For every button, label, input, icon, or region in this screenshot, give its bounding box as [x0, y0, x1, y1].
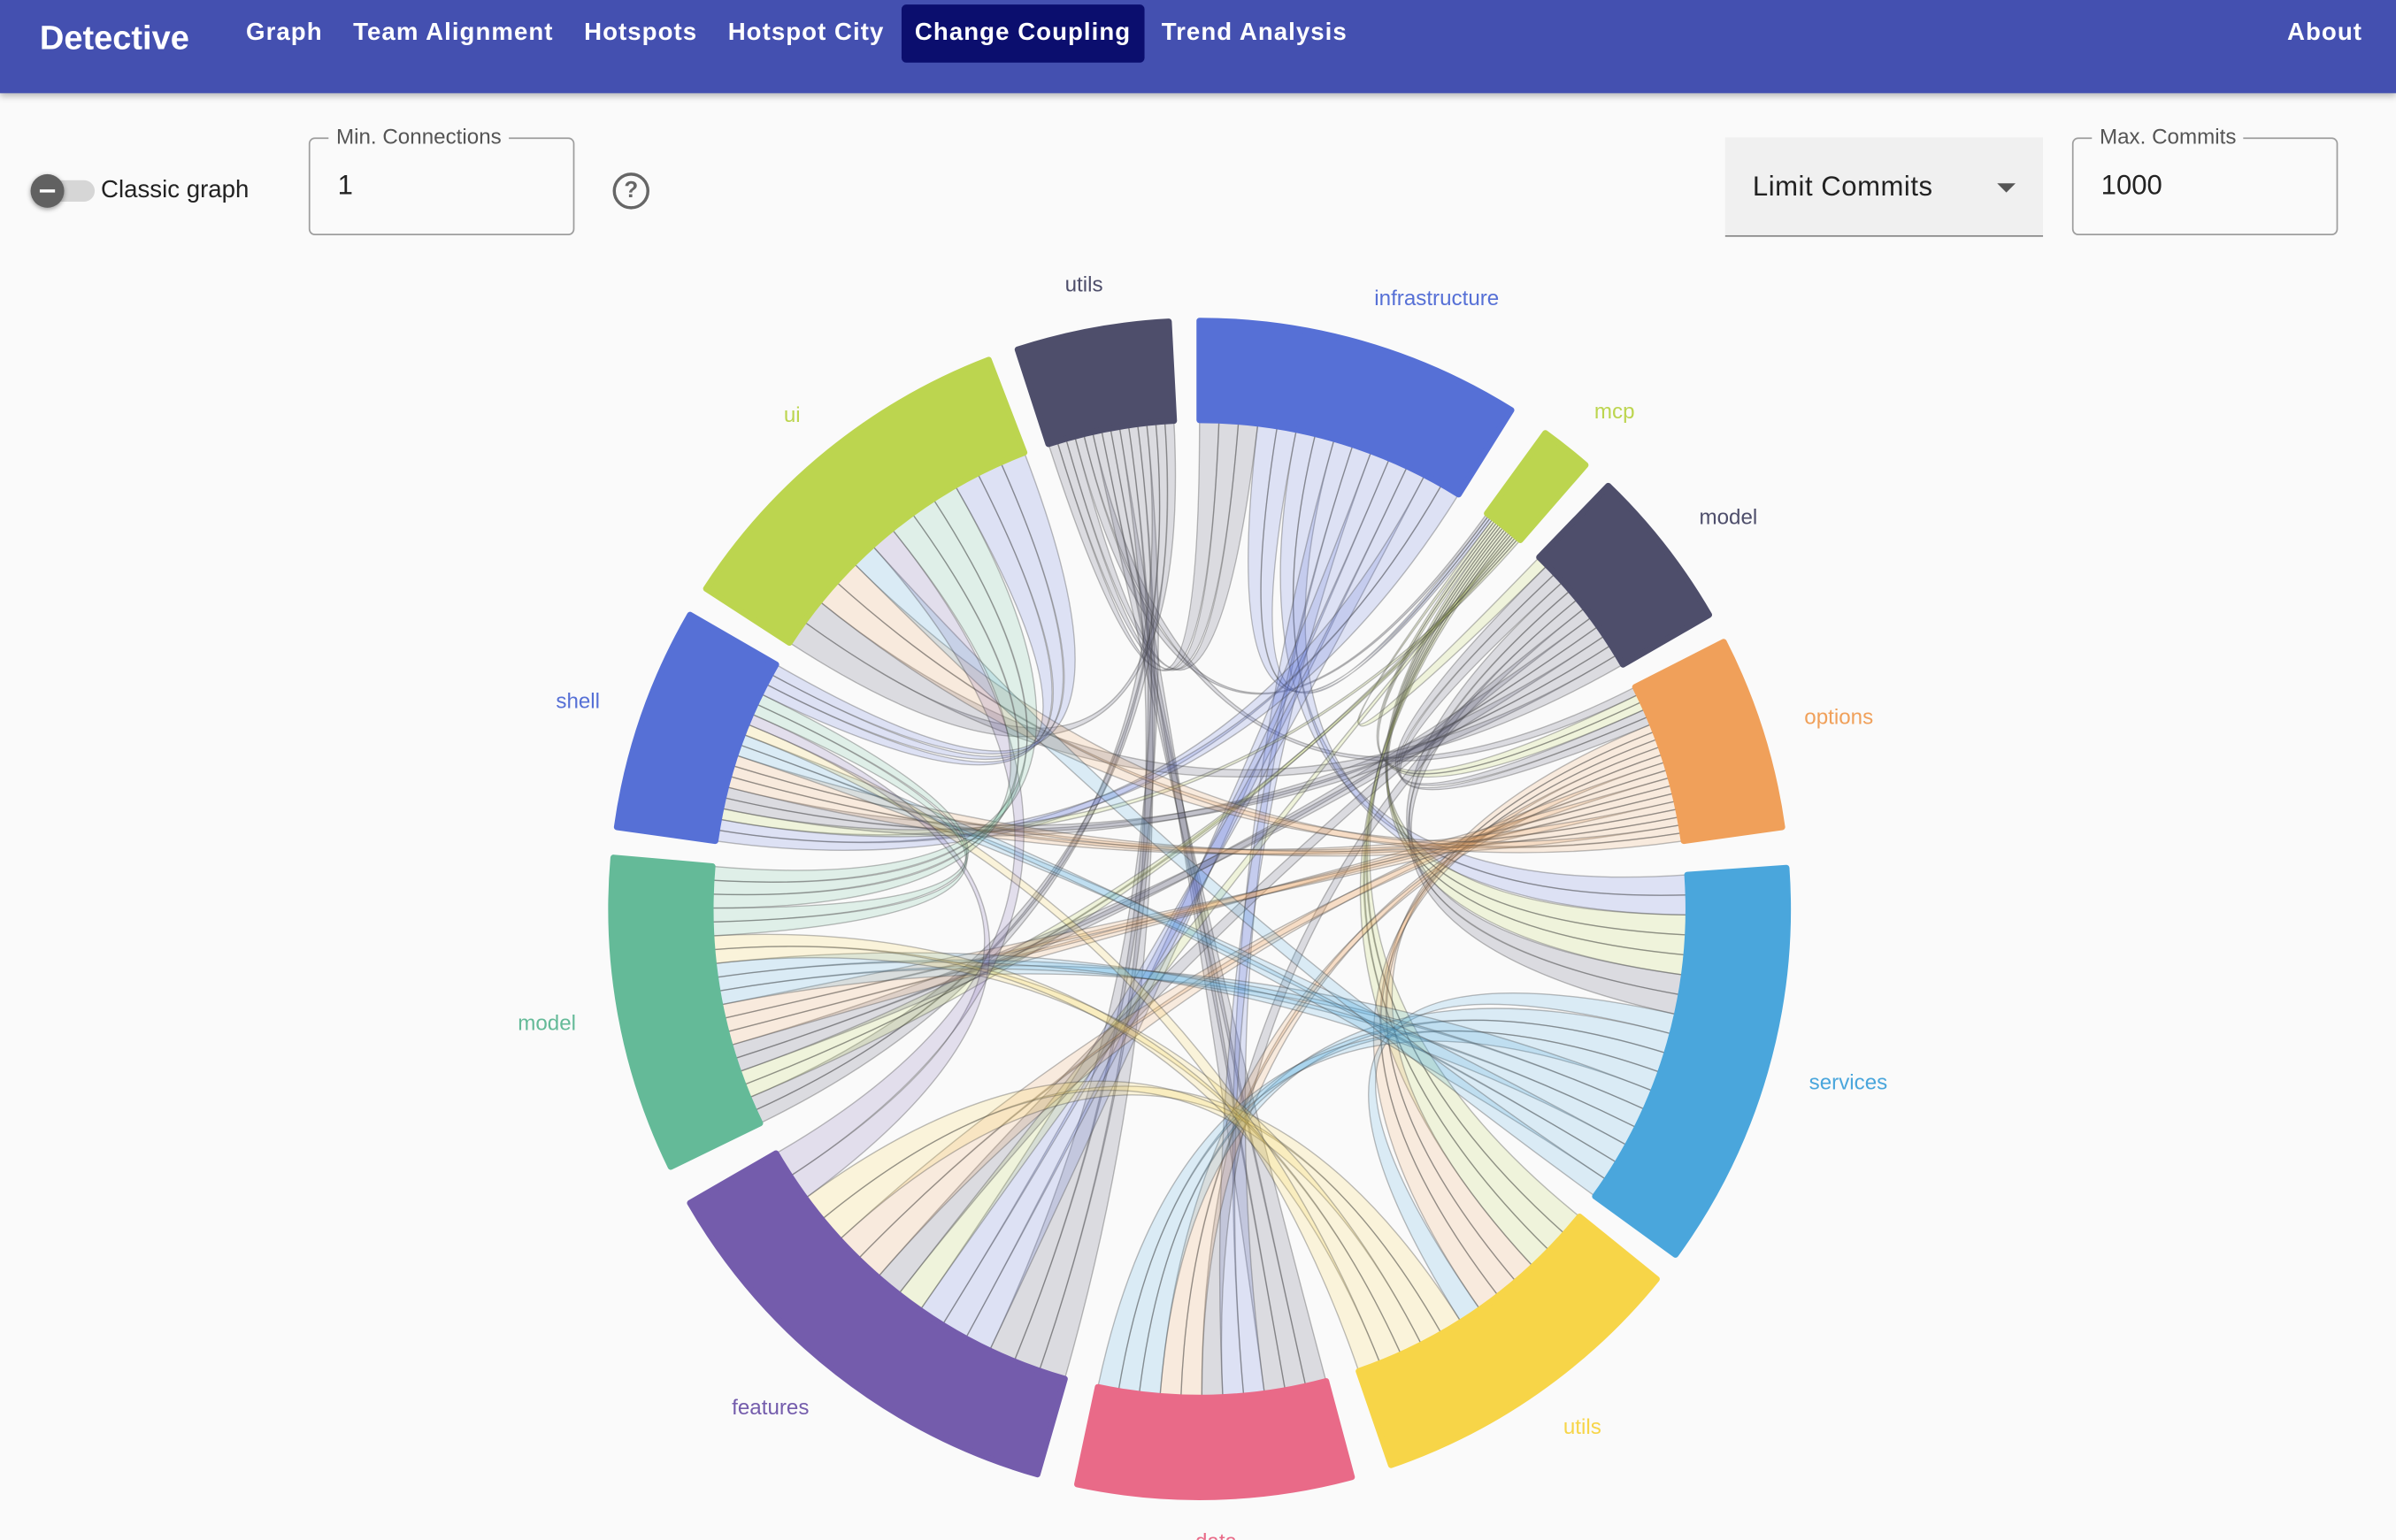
- group-arc: [687, 1150, 1068, 1478]
- field-value: 1000: [2100, 169, 2162, 201]
- nav-item[interactable]: Hotspot City: [727, 19, 885, 46]
- group-arc: [1536, 482, 1713, 668]
- group-label: model: [1700, 506, 1758, 530]
- min-connections-field[interactable]: Min. Connections 1: [308, 123, 575, 235]
- nav-items: Graph Team Alignment Hotspots Hotspot City C…: [233, 4, 1362, 63]
- group-arc: [1074, 1377, 1355, 1500]
- field-label: Max. Commits: [2092, 123, 2245, 149]
- group-arc: [1592, 864, 1792, 1258]
- group-label: services: [1809, 1071, 1888, 1095]
- group-label: utils: [1065, 272, 1103, 296]
- nav-item[interactable]: Graph: [246, 19, 323, 46]
- classic-toggle[interactable]: [30, 173, 96, 208]
- ribbons: [710, 419, 1690, 1398]
- group-arc: [703, 356, 1028, 647]
- group-arc: [1196, 318, 1515, 498]
- brand[interactable]: Detective: [39, 18, 189, 57]
- toggle-label: Classic graph: [100, 177, 250, 203]
- max-commits-field[interactable]: Max. Commits 1000: [2071, 123, 2338, 235]
- group-label: utils: [1563, 1415, 1601, 1439]
- group-arc: [1014, 318, 1178, 448]
- field-label: Min. Connections: [328, 123, 510, 149]
- nav-item[interactable]: Team Alignment: [353, 19, 554, 46]
- group-arc: [1484, 430, 1589, 543]
- help-icon[interactable]: ?: [612, 172, 649, 210]
- group-label: shell: [556, 690, 600, 714]
- top-bar: Detective Graph Team Alignment Hotspots Hot…: [0, 0, 2396, 94]
- group-label: ui: [784, 403, 801, 427]
- group-label: data: [1195, 1529, 1238, 1539]
- nav-item[interactable]: Trend Analysis: [1161, 19, 1348, 46]
- nav-item[interactable]: Change Coupling: [901, 4, 1145, 63]
- select-value: Limit Commits: [1752, 171, 1933, 202]
- group-label: model: [518, 1012, 576, 1036]
- about-link[interactable]: About: [2287, 19, 2363, 46]
- group-label: features: [732, 1396, 809, 1420]
- group-arc: [608, 854, 764, 1170]
- group-arc: [613, 611, 779, 845]
- group-label: mcp: [1594, 400, 1635, 424]
- field-value: 1: [337, 169, 353, 201]
- limit-select[interactable]: Limit Commits: [1724, 137, 2044, 237]
- group-label: infrastructure: [1374, 287, 1499, 310]
- group-arc: [1355, 1213, 1660, 1468]
- nav-item[interactable]: Hotspots: [584, 19, 698, 46]
- group-arc: [1632, 639, 1785, 845]
- group-label: options: [1804, 705, 1873, 729]
